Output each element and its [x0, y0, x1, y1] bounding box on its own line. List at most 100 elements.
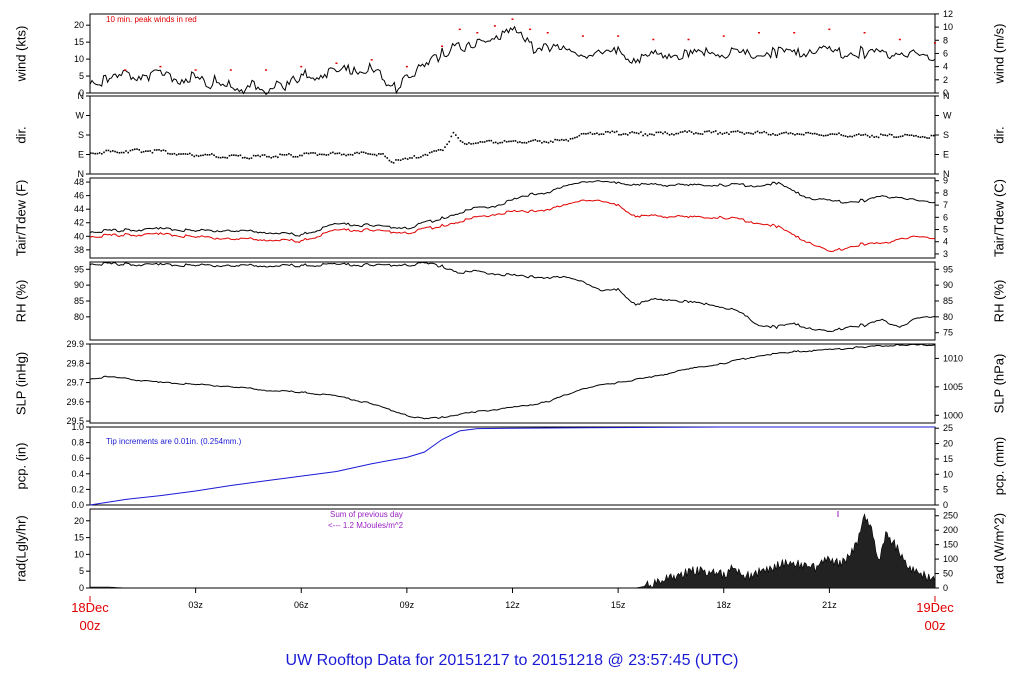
- dir-point: [543, 140, 545, 143]
- dir-point: [798, 133, 801, 135]
- dir-point: [532, 139, 534, 142]
- dir-point: [422, 154, 424, 157]
- dir-point: [824, 134, 827, 137]
- dir-point: [618, 133, 620, 136]
- dir-point: [686, 131, 688, 133]
- dir-point: [162, 149, 165, 151]
- rad-right-axis-label: rad (W/m^2): [991, 513, 1006, 584]
- dir-point: [549, 140, 552, 143]
- dir-point: [769, 133, 772, 136]
- dir-point: [862, 134, 864, 136]
- dir-point: [345, 154, 347, 157]
- dir-point: [796, 133, 798, 135]
- dir-point: [452, 131, 455, 134]
- dir-point: [589, 131, 592, 134]
- dir-point: [497, 142, 499, 145]
- peak-wind-point: [581, 35, 584, 37]
- dir-point: [871, 134, 873, 137]
- dir-point: [873, 136, 875, 138]
- dir-point: [651, 133, 653, 136]
- dir-point: [697, 132, 699, 135]
- pcp-left-tick-label: 0.2: [71, 484, 84, 494]
- dir-point: [413, 155, 416, 157]
- dir-point: [578, 134, 581, 137]
- dir-point: [131, 149, 134, 151]
- dir-point: [791, 132, 794, 135]
- temp-frame: [89, 177, 936, 259]
- dir-point: [642, 134, 644, 137]
- dir-point: [244, 156, 246, 159]
- dir-point: [662, 132, 664, 135]
- peak-wind-point: [793, 31, 796, 34]
- pcp-left-axis-label: pcp. (in): [13, 443, 28, 490]
- dir-point: [560, 138, 563, 141]
- dir-point: [316, 154, 319, 156]
- x-axis-tick-label: 12z: [505, 600, 520, 610]
- rh-left-tick-label: 80: [74, 312, 84, 322]
- dir-point: [490, 139, 493, 142]
- dir-point: [442, 149, 444, 152]
- dir-point: [877, 136, 880, 139]
- dir-point: [510, 140, 512, 143]
- dir-point: [457, 137, 459, 139]
- dir-point: [574, 136, 576, 139]
- dir-point: [369, 153, 372, 155]
- rad-left-tick-label: 20: [74, 516, 84, 526]
- dir-point: [178, 153, 180, 155]
- peak-wind-point: [159, 65, 162, 68]
- temp-left-axis-label: Tair/Tdew (F): [13, 180, 28, 257]
- dir-left-tick-label: N: [78, 91, 85, 101]
- dir-point: [899, 135, 902, 138]
- dir-point: [857, 133, 860, 135]
- rh-right-tick-label: 80: [943, 312, 953, 322]
- dir-point: [246, 157, 248, 159]
- dir-point: [105, 149, 108, 152]
- dir-point: [492, 141, 495, 144]
- dir-point: [598, 133, 600, 136]
- dir-point: [202, 154, 204, 157]
- rad-series-area: [89, 513, 936, 589]
- dir-point: [386, 157, 389, 159]
- dir-point: [538, 140, 541, 142]
- dir-point: [602, 133, 605, 136]
- dir-point: [640, 131, 642, 133]
- dir-point: [604, 131, 607, 133]
- dir-point: [523, 141, 526, 144]
- dir-point: [261, 154, 264, 156]
- dir-point: [362, 151, 365, 154]
- dir-point: [646, 134, 649, 137]
- dir-point: [835, 133, 838, 136]
- dir-point: [371, 153, 374, 156]
- dir-point: [145, 150, 147, 152]
- dir-point: [747, 132, 750, 134]
- dir-right-tick-label: N: [943, 91, 950, 101]
- dir-point: [587, 132, 589, 135]
- dir-point: [534, 139, 537, 141]
- dir-point: [347, 153, 350, 156]
- dir-point: [252, 154, 255, 157]
- dir-point: [838, 132, 840, 135]
- dir-point: [607, 130, 609, 133]
- dir-point: [191, 154, 193, 156]
- wind-right-tick-label: 0: [943, 88, 948, 98]
- dir-point: [802, 133, 805, 136]
- dir-point: [754, 131, 757, 134]
- dir-point: [470, 143, 472, 145]
- pcp-left-tick-label: 0.0: [71, 500, 84, 510]
- peak-wind-point: [476, 31, 479, 34]
- dir-point: [390, 161, 393, 163]
- end-time-label: 00z: [925, 618, 946, 633]
- dir-point: [241, 156, 244, 159]
- dir-point: [923, 136, 926, 139]
- rad-right-tick-label: 200: [943, 525, 958, 535]
- dir-point: [175, 154, 178, 156]
- dir-point: [695, 132, 697, 134]
- dir-point: [217, 156, 220, 159]
- dir-point: [637, 132, 640, 135]
- dir-point: [222, 156, 224, 159]
- dir-point: [437, 149, 440, 151]
- dir-point: [743, 133, 746, 135]
- dir-point: [615, 130, 618, 133]
- temp-left-tick-label: 40: [74, 231, 84, 241]
- wind-left-tick-label: 0: [79, 88, 84, 98]
